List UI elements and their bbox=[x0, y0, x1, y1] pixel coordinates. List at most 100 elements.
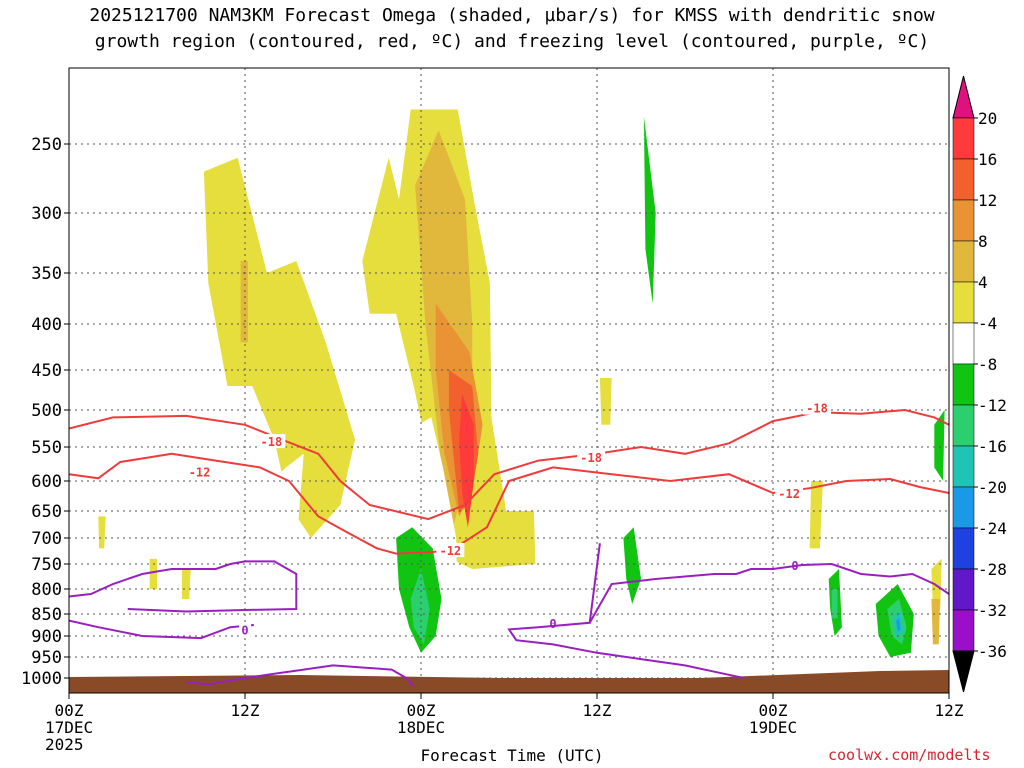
omega-region bbox=[853, 144, 898, 370]
contour-label-bg bbox=[775, 486, 804, 500]
colorbar-label: 16 bbox=[978, 150, 997, 169]
y-tick-label: 350 bbox=[31, 264, 62, 284]
contour-label: -18 bbox=[580, 451, 602, 465]
y-tick-label: 1000 bbox=[21, 669, 62, 689]
colorbar-label: 8 bbox=[978, 232, 988, 251]
y-tick-label: 300 bbox=[31, 204, 62, 224]
omega-region bbox=[459, 394, 474, 528]
colorbar-label: -4 bbox=[978, 314, 997, 333]
colorbar-label: 20 bbox=[978, 109, 997, 128]
x-tick-label: 2025 bbox=[45, 735, 84, 754]
contour-line bbox=[507, 543, 744, 679]
colorbar-bin bbox=[952, 240, 975, 283]
contour-label: -18 bbox=[261, 435, 283, 449]
x-tick-label: 19DEC bbox=[749, 718, 797, 737]
omega-region bbox=[599, 378, 612, 425]
y-tick-label: 600 bbox=[31, 472, 62, 492]
x-tick-label: 00Z bbox=[55, 701, 84, 720]
y-tick-label: 250 bbox=[31, 135, 62, 155]
contour-line bbox=[186, 664, 415, 688]
colorbar-label: -32 bbox=[978, 601, 1007, 620]
contour-line bbox=[69, 408, 949, 521]
x-tick-label: 18DEC bbox=[397, 718, 445, 737]
chart-title-line-1: 2025121700 NAM3KM Forecast Omega (shaded… bbox=[89, 5, 935, 26]
contour-layer: -18-18-18-12-12-120 00 bbox=[69, 400, 949, 688]
y-tick-label: 900 bbox=[31, 627, 62, 647]
y-tick-label: 450 bbox=[31, 361, 62, 381]
y-tick-label: 850 bbox=[31, 605, 62, 625]
omega-region bbox=[410, 569, 430, 645]
omega-region bbox=[931, 599, 941, 645]
omega-region bbox=[736, 171, 825, 559]
contour-line bbox=[588, 562, 949, 624]
y-tick-label: 550 bbox=[31, 438, 62, 458]
colorbar-label: -36 bbox=[978, 642, 1007, 661]
colorbar-label: 4 bbox=[978, 273, 988, 292]
colorbar-bin bbox=[952, 363, 975, 406]
contour-label-bg bbox=[803, 400, 831, 415]
y-tick-label: 650 bbox=[31, 502, 62, 522]
x-tick-label: 00Z bbox=[759, 701, 788, 720]
colorbar-bottom-arrow bbox=[952, 650, 975, 693]
colorbar-label: -16 bbox=[978, 437, 1007, 456]
omega-region bbox=[149, 558, 157, 589]
y-tick-label: 400 bbox=[31, 315, 62, 335]
contour-label: -18 bbox=[806, 402, 828, 416]
contour-line bbox=[69, 560, 298, 613]
contour-label: 0 bbox=[241, 623, 248, 637]
colorbar-label: -12 bbox=[978, 396, 1007, 415]
omega-region bbox=[203, 157, 355, 539]
colorbar-bin bbox=[952, 158, 975, 201]
y-tick-label: 500 bbox=[31, 401, 62, 421]
omega-region bbox=[181, 569, 191, 599]
omega-region bbox=[931, 558, 942, 609]
chart-title-line-2: growth region (contoured, red, ºC) and f… bbox=[94, 31, 930, 52]
contour-label-bg bbox=[436, 542, 465, 557]
colorbar-label: -20 bbox=[978, 478, 1007, 497]
colorbar-bin bbox=[952, 527, 975, 570]
colorbar-label: -8 bbox=[978, 355, 997, 374]
omega-region bbox=[240, 261, 248, 343]
colorbar-label: -24 bbox=[978, 519, 1007, 538]
omega-region bbox=[592, 439, 712, 674]
omega-region bbox=[809, 481, 823, 549]
y-axis: 2503003504004505005506006507007508008509… bbox=[21, 135, 69, 689]
contour-line bbox=[69, 452, 949, 555]
colorbar: 20 16 12 8 4 -4 -8 -12 -16 -20 -24 -28 -32 -36 bbox=[952, 75, 1007, 693]
contour-label: -12 bbox=[439, 544, 461, 558]
y-tick-label: 800 bbox=[31, 580, 62, 600]
x-tick-label: 12Z bbox=[583, 701, 612, 720]
omega-region bbox=[934, 410, 945, 481]
omega-region bbox=[891, 75, 913, 273]
x-axis-title: Forecast Time (UTC) bbox=[420, 746, 604, 765]
colorbar-bin bbox=[952, 117, 975, 160]
omega-region bbox=[670, 144, 691, 304]
ground-layer bbox=[69, 670, 949, 693]
contour-label: -12 bbox=[778, 487, 800, 501]
x-tick-label: 12Z bbox=[231, 701, 260, 720]
omega-region bbox=[643, 116, 656, 304]
colorbar-bin bbox=[952, 609, 975, 652]
colorbar-bin bbox=[952, 445, 975, 488]
omega-region bbox=[896, 618, 901, 632]
contour-label-bg bbox=[257, 434, 286, 449]
contour-label-bg bbox=[185, 464, 214, 479]
terrain-band bbox=[69, 670, 949, 693]
omega-region bbox=[98, 516, 106, 549]
colorbar-bin bbox=[952, 568, 975, 611]
contour-line bbox=[69, 619, 254, 640]
colorbar-bin bbox=[952, 404, 975, 447]
colorbar-bin bbox=[952, 199, 975, 242]
x-tick-label: 17DEC bbox=[45, 718, 93, 737]
contour-label-bg bbox=[577, 450, 606, 465]
y-tick-label: 700 bbox=[31, 529, 62, 549]
colorbar-label: -28 bbox=[978, 560, 1007, 579]
x-tick-label: 00Z bbox=[407, 701, 436, 720]
y-tick-label: 750 bbox=[31, 555, 62, 575]
plot-frame bbox=[68, 67, 950, 694]
grid-layer bbox=[68, 68, 950, 693]
y-tick-label: 950 bbox=[31, 648, 62, 668]
watermark-link[interactable]: coolwx.com/modelts bbox=[828, 746, 991, 764]
